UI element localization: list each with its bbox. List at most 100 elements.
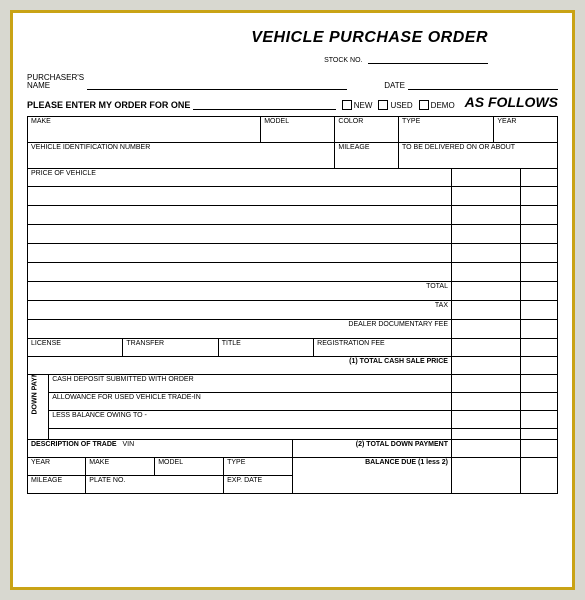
cash-sale-label: (1) TOTAL CASH SALE PRICE xyxy=(28,357,452,375)
total-amt[interactable] xyxy=(452,282,521,301)
trade-exp[interactable]: EXP. DATE xyxy=(224,476,293,494)
total-c[interactable] xyxy=(520,282,557,301)
price-cents[interactable] xyxy=(520,169,557,187)
dp-blank-c[interactable] xyxy=(520,429,557,440)
line-3[interactable] xyxy=(28,225,452,244)
line-1[interactable] xyxy=(28,187,452,206)
allowance-label: ALLOWANCE FOR USED VEHICLE TRADE-IN xyxy=(49,393,452,411)
trade-model-label: MODEL xyxy=(158,459,183,466)
cell-model[interactable]: MODEL xyxy=(261,117,335,143)
trade-year[interactable]: YEAR xyxy=(28,458,86,476)
order-line: PLEASE ENTER MY ORDER FOR ONE NEW USED D… xyxy=(27,94,558,110)
line-1-amt[interactable] xyxy=(452,187,521,206)
down-payment-table: DOWN PAYMENT CASH DEPOSIT SUBMITTED WITH… xyxy=(27,374,558,440)
fees-c[interactable] xyxy=(520,339,557,357)
allowance-amt[interactable] xyxy=(452,393,521,411)
total-label: TOTAL xyxy=(28,282,452,301)
line-5-c[interactable] xyxy=(520,263,557,282)
cell-mileage[interactable]: MILEAGE xyxy=(335,143,399,169)
date-label: DATE xyxy=(384,81,405,90)
cash-deposit-c[interactable] xyxy=(520,375,557,393)
checkbox-used-label: USED xyxy=(390,101,412,110)
fees-table: LICENSE TRANSFER TITLE REGISTRATION FEE … xyxy=(27,338,558,375)
doc-c[interactable] xyxy=(520,320,557,339)
trade-model[interactable]: MODEL xyxy=(155,458,224,476)
cash-sale-c[interactable] xyxy=(520,357,557,375)
trade-mileage-label: MILEAGE xyxy=(31,477,62,484)
line-1-c[interactable] xyxy=(520,187,557,206)
mileage-label: MILEAGE xyxy=(338,144,369,151)
price-amt[interactable] xyxy=(452,169,521,187)
purchaser-date-row: PURCHASER'S NAME DATE xyxy=(27,74,558,90)
cell-make[interactable]: MAKE xyxy=(28,117,261,143)
checkbox-new[interactable] xyxy=(342,100,352,110)
tax-c[interactable] xyxy=(520,301,557,320)
trade-mileage[interactable]: MILEAGE xyxy=(28,476,86,494)
tax-amt[interactable] xyxy=(452,301,521,320)
tax-label: TAX xyxy=(28,301,452,320)
checkbox-demo-label: DEMO xyxy=(431,101,455,110)
line-3-amt[interactable] xyxy=(452,225,521,244)
line-5-amt[interactable] xyxy=(452,263,521,282)
reg-fee-label: REGISTRATION FEE xyxy=(314,339,452,357)
total-down-label: (2) TOTAL DOWN PAYMENT xyxy=(292,440,451,458)
trade-plate[interactable]: PLATE NO. xyxy=(86,476,224,494)
cash-sale-amt[interactable] xyxy=(451,357,520,375)
color-label: COLOR xyxy=(338,118,363,125)
line-4-c[interactable] xyxy=(520,244,557,263)
order-qty-field[interactable] xyxy=(193,99,335,110)
purchaser-label-2: NAME xyxy=(27,81,50,90)
line-2[interactable] xyxy=(28,206,452,225)
trade-header: DESCRIPTION OF TRADE VIN xyxy=(28,440,293,458)
line-3-c[interactable] xyxy=(520,225,557,244)
stock-no-field[interactable] xyxy=(368,53,488,64)
trade-make-label: MAKE xyxy=(89,459,109,466)
as-follows-label: AS FOLLOWS xyxy=(465,94,558,110)
allowance-c[interactable] xyxy=(520,393,557,411)
cash-deposit-label: CASH DEPOSIT SUBMITTED WITH ORDER xyxy=(49,375,452,393)
date-field[interactable] xyxy=(408,79,558,90)
type-label: TYPE xyxy=(402,118,420,125)
dp-blank-amt[interactable] xyxy=(452,429,521,440)
stock-row: STOCK NO. xyxy=(27,53,558,64)
stock-no-label: STOCK NO. xyxy=(324,57,362,64)
line-5[interactable] xyxy=(28,263,452,282)
total-down-amt[interactable] xyxy=(451,440,520,458)
cash-deposit-amt[interactable] xyxy=(452,375,521,393)
trade-table: DESCRIPTION OF TRADE VIN (2) TOTAL DOWN … xyxy=(27,439,558,494)
purchaser-name-field[interactable] xyxy=(87,79,347,90)
down-payment-rotated: DOWN PAYMENT xyxy=(32,400,39,414)
cell-vin[interactable]: VEHICLE IDENTIFICATION NUMBER xyxy=(28,143,335,169)
balance-due-c[interactable] xyxy=(520,458,557,494)
trade-vin-label: VIN xyxy=(123,441,135,448)
checkbox-demo[interactable] xyxy=(419,100,429,110)
trade-make[interactable]: MAKE xyxy=(86,458,155,476)
total-down-c[interactable] xyxy=(520,440,557,458)
less-balance-c[interactable] xyxy=(520,411,557,429)
vehicle-table: MAKE MODEL COLOR TYPE YEAR VEHICLE IDENT… xyxy=(27,116,558,169)
year-label: YEAR xyxy=(497,118,516,125)
dp-blank[interactable] xyxy=(49,429,452,440)
trade-exp-label: EXP. DATE xyxy=(227,477,262,484)
less-balance-amt[interactable] xyxy=(452,411,521,429)
checkbox-used[interactable] xyxy=(378,100,388,110)
trade-type[interactable]: TYPE xyxy=(224,458,293,476)
trade-type-label: TYPE xyxy=(227,459,245,466)
cell-delivery[interactable]: TO BE DELIVERED ON OR ABOUT xyxy=(398,143,557,169)
line-4[interactable] xyxy=(28,244,452,263)
less-balance-label: LESS BALANCE OWING TO - xyxy=(49,411,452,429)
order-line-text: PLEASE ENTER MY ORDER FOR ONE xyxy=(27,100,190,110)
license-label: LICENSE xyxy=(28,339,123,357)
cell-type[interactable]: TYPE xyxy=(398,117,493,143)
line-4-amt[interactable] xyxy=(452,244,521,263)
line-2-c[interactable] xyxy=(520,206,557,225)
title-label: TITLE xyxy=(218,339,313,357)
purchaser-label: PURCHASER'S NAME xyxy=(27,74,84,90)
fees-amt[interactable] xyxy=(451,339,520,357)
trade-plate-label: PLATE NO. xyxy=(89,477,125,484)
cell-color[interactable]: COLOR xyxy=(335,117,399,143)
cell-year[interactable]: YEAR xyxy=(494,117,558,143)
balance-due-amt[interactable] xyxy=(451,458,520,494)
doc-amt[interactable] xyxy=(452,320,521,339)
line-2-amt[interactable] xyxy=(452,206,521,225)
